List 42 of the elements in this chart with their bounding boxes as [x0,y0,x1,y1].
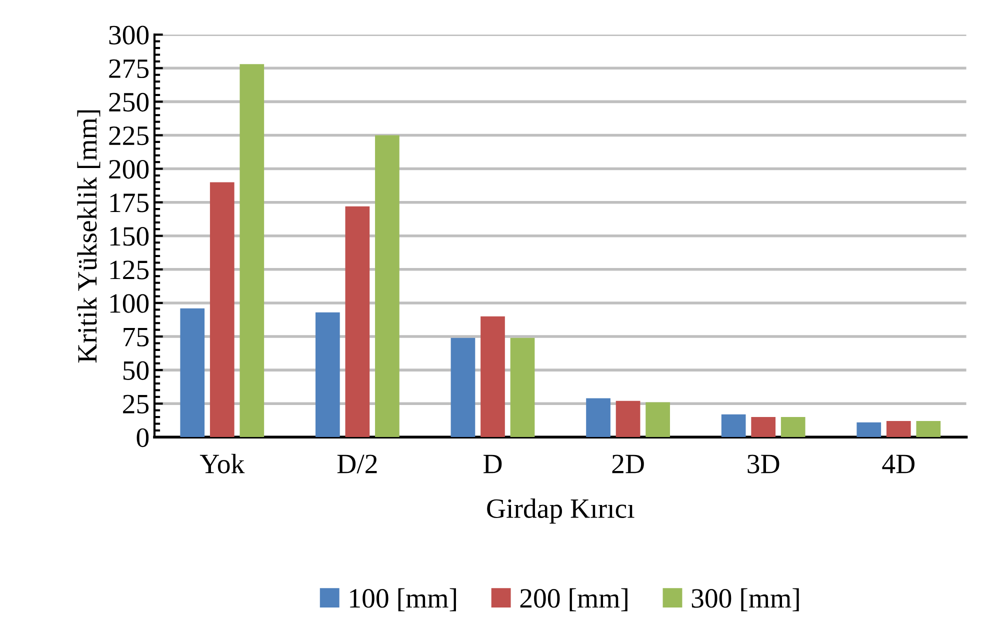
y-tick-label: 200 [109,160,149,179]
legend-label: 200 [mm] [520,588,628,612]
y-tick-label: 25 [123,394,149,414]
y-tick-label: 150 [110,227,149,246]
y-tick-label: 100 [110,294,149,313]
x-tick-label: Yok [200,454,245,474]
bar [240,64,264,438]
x-tick-label: 2D [612,454,644,474]
y-tick-label: 275 [109,59,149,78]
y-tick-label: 300 [109,26,149,45]
x-tick-label: 3D [748,454,780,474]
x-tick-label: D/2 [337,454,377,474]
bar [375,135,400,438]
bar [856,422,882,438]
bar [345,206,370,438]
bar [315,312,340,438]
bar [646,402,670,438]
bar [450,338,476,438]
bar [886,421,911,438]
x-axis-title: Girdap Kırıcı [487,498,634,524]
bar [616,400,640,438]
y-tick-label: 175 [110,194,149,212]
bar [721,414,746,438]
y-tick-label: 250 [109,92,149,112]
bar [510,338,535,438]
legend-label: 300 [mm] [692,588,799,612]
y-tick-label: 225 [109,126,149,146]
bar [586,398,610,438]
y-tick-label: 0 [136,428,149,448]
x-tick-label: D [484,454,502,474]
x-tick-label: 4D [882,454,914,474]
y-tick-label: 75 [124,328,149,346]
bar [751,417,776,438]
bar [916,421,941,438]
bar [210,182,234,438]
y-axis-title: Kritik Yükseklik [mm] [77,110,100,363]
bar [480,316,505,438]
bar [780,417,806,438]
bar [180,308,205,438]
y-tick-label: 50 [123,361,149,380]
legend-label: 100 [mm] [350,588,456,612]
y-tick-label: 125 [110,260,149,280]
